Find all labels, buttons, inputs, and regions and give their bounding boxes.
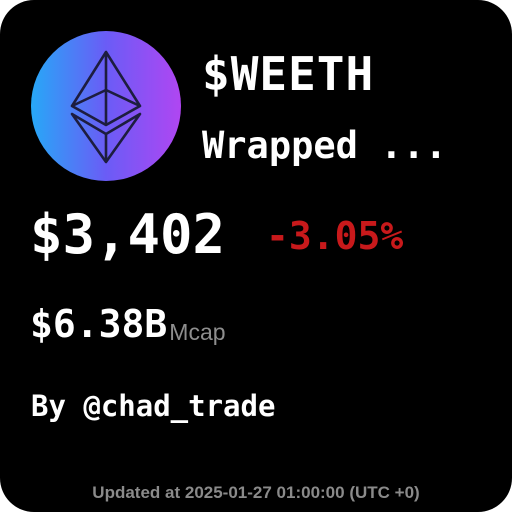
token-name: Wrapped ... (202, 124, 448, 167)
token-logo (31, 31, 181, 181)
token-symbol: $WEETH (202, 47, 375, 101)
price-change: -3.05% (266, 214, 404, 258)
author-credit: By @chad_trade (31, 389, 276, 423)
market-cap-label: Mcap (169, 319, 226, 345)
market-cap-value: $6.38B (30, 302, 168, 346)
updated-timestamp: Updated at 2025-01-27 01:00:00 (UTC +0) (92, 483, 420, 502)
market-cap-row: $6.38B Mcap (30, 298, 226, 350)
token-price: $3,402 (30, 203, 226, 266)
eth-diamond-icon (70, 50, 142, 164)
